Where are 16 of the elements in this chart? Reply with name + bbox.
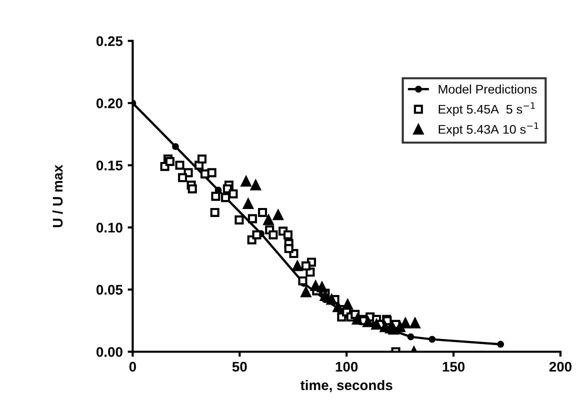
x-tick-label: 100 <box>336 362 358 372</box>
x-tick-label: 200 <box>549 362 572 372</box>
y-tick-label: 0.15 <box>96 160 123 170</box>
y-tick-label: 0.05 <box>96 284 123 295</box>
x-tick-label: 150 <box>442 362 465 372</box>
legend-label: Expt 5.45A 5 s$^{−1}$ <box>438 102 535 116</box>
y-tick-label: 0.20 <box>96 98 122 108</box>
x-tick-label: 50 <box>232 362 247 372</box>
legend-label: Model Predictions <box>438 84 537 94</box>
y-tick-label: 0.00 <box>96 347 122 357</box>
x-axis-title: time, seconds <box>300 380 392 392</box>
y-tick-label: 0.25 <box>96 36 123 46</box>
x-tick-label: 0 <box>129 362 136 372</box>
legend-label: Expt 5.43A 10 s$^{−1}$ <box>438 122 538 136</box>
y-tick-label: 0.10 <box>96 222 122 233</box>
y-axis-title: U / U max <box>52 164 63 228</box>
